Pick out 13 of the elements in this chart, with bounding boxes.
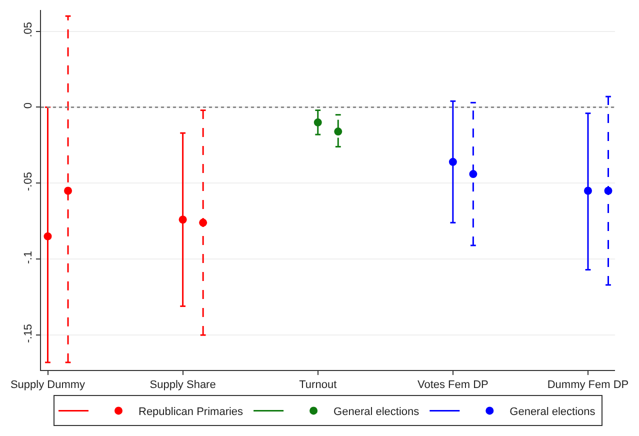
x-tick-label: Supply Share [150, 379, 216, 392]
y-tick-label: .05 [22, 22, 35, 38]
x-tick-label: Votes Fem DP [417, 379, 488, 392]
x-tick-label: Turnout [299, 379, 337, 392]
legend-label: General elections [334, 406, 420, 418]
y-tick-label: -.15 [22, 324, 35, 343]
x-tick-label: Supply Dummy [10, 379, 86, 392]
y-tick-label: -.05 [22, 172, 35, 191]
legend-label: General elections [510, 406, 596, 418]
x-tick-label: Dummy Fem DP [547, 379, 629, 392]
legend-label: Republican Primaries [138, 406, 244, 418]
y-tick-label: 0 [22, 102, 35, 109]
y-tick-label: -.1 [22, 251, 35, 264]
